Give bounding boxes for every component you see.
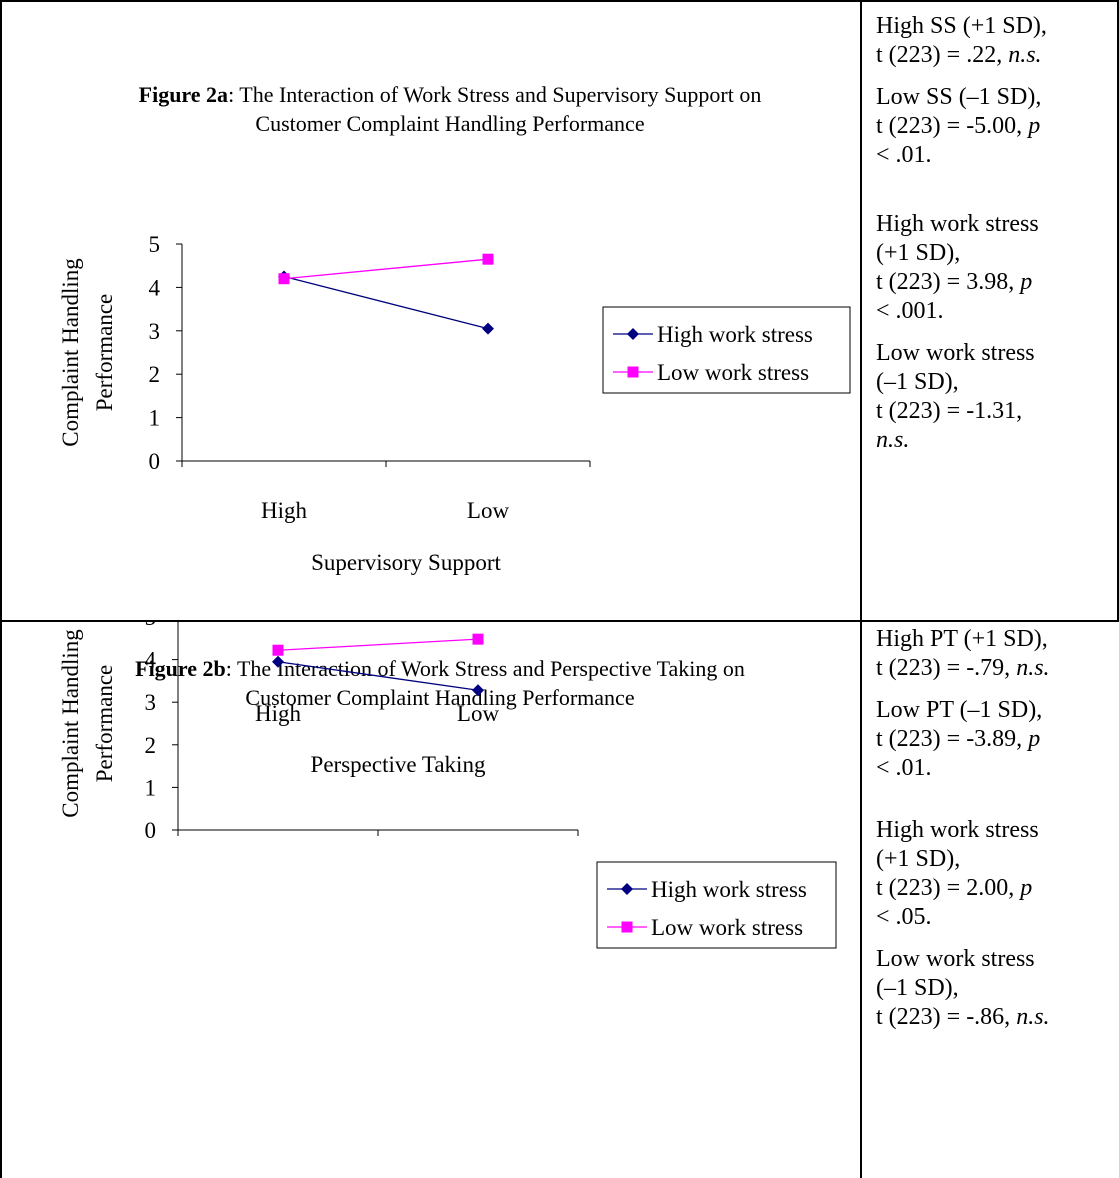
data-point <box>482 322 494 335</box>
y-axis-title-line1: Complaint Handling <box>58 258 83 447</box>
legend-box <box>596 861 837 949</box>
y-tick-label: 4 <box>149 275 161 300</box>
y-axis-title-line2: Performance <box>92 665 117 783</box>
series-line <box>277 638 479 651</box>
figure-2a-caption-text: : The Interaction of Work Stress and Sup… <box>228 82 762 136</box>
figure-2a-notes: High SS (+1 SD), t (223) = .22, n.s. Low … <box>876 12 1116 455</box>
figure-2b-notes: High PT (+1 SD), t (223) = -.79, n.s. Low… <box>876 625 1116 1032</box>
y-tick-label: 5 <box>145 622 157 630</box>
y-axis-title-line1: Complaint Handling <box>58 629 83 818</box>
x-axis-title: Perspective Taking <box>311 752 486 777</box>
legend-label: High work stress <box>651 877 807 902</box>
y-tick-label: 2 <box>145 733 157 758</box>
note-2a-high-ss: High SS (+1 SD), t (223) = .22, n.s. <box>876 13 1047 68</box>
table-column-divider <box>860 0 862 1178</box>
data-point <box>482 253 494 265</box>
legend-marker <box>621 883 633 895</box>
note-2b-high-work-stress: High work stress (+1 SD), t (223) = 2.00, … <box>876 817 1039 930</box>
figure-2b-caption-label: Figure 2b <box>135 656 226 681</box>
figure-2b-chart: 0 1 2 3 4 5 High Low Perspective Taking Complaint… <box>58 622 837 949</box>
x-tick-label: High <box>255 701 302 726</box>
figure-2a-caption-label: Figure 2a <box>138 82 229 107</box>
data-point <box>272 655 284 668</box>
y-tick-label: 2 <box>149 362 161 387</box>
series-line <box>283 275 489 330</box>
y-tick-label: 3 <box>149 319 161 344</box>
figure-2b-caption: Figure 2b: The Interaction of Work Stres… <box>90 654 790 712</box>
y-tick-label: 1 <box>145 775 157 800</box>
figure-2b-caption-text: : The Interaction of Work Stress and Per… <box>225 656 745 710</box>
legend-label: Low work stress <box>651 915 803 940</box>
data-point <box>272 644 284 656</box>
data-point <box>472 633 484 645</box>
legend-label: High work stress <box>657 322 813 347</box>
note-2b-low-pt: Low PT (–1 SD), t (223) = -3.89, p < .01. <box>876 697 1043 781</box>
y-tick-label: 4 <box>145 648 157 673</box>
note-2a-low-work-stress: Low work stress (–1 SD), t (223) = -1.31, n… <box>876 340 1035 453</box>
x-axis-title: Supervisory Support <box>311 550 501 575</box>
note-2a-low-ss: Low SS (–1 SD), t (223) = -5.00, p < .01. <box>876 84 1042 168</box>
y-tick-label: 1 <box>149 406 161 431</box>
x-tick-label: High <box>261 498 308 523</box>
x-tick-label: Low <box>457 701 500 726</box>
y-tick-label: 5 <box>149 232 161 257</box>
table-middle-border <box>0 620 1119 622</box>
y-tick-label: 3 <box>145 690 157 715</box>
y-tick-label: 0 <box>149 449 161 474</box>
legend-marker <box>627 366 639 378</box>
note-2b-low-work-stress: Low work stress (–1 SD), t (223) = -.86, n… <box>876 946 1050 1030</box>
legend-marker <box>627 328 639 340</box>
figure-2a-caption: Figure 2a: The Interaction of Work Stres… <box>120 80 780 138</box>
y-tick-label: 0 <box>145 818 157 843</box>
legend-label: Low work stress <box>657 360 809 385</box>
series-line <box>283 258 489 280</box>
note-2a-high-work-stress: High work stress (+1 SD), t (223) = 3.98, … <box>876 211 1039 324</box>
series-line <box>277 661 479 691</box>
data-point <box>278 273 290 285</box>
table-left-border <box>0 0 2 1178</box>
figure-2a-chart: 0 1 2 3 4 5 High Low Supervisory Support Complain… <box>58 232 851 575</box>
table-top-border <box>0 0 1119 2</box>
x-tick-label: Low <box>467 498 510 523</box>
note-2b-high-pt: High PT (+1 SD), t (223) = -.79, n.s. <box>876 626 1050 681</box>
legend-box <box>602 306 851 394</box>
y-axis-title-line2: Performance <box>92 294 117 412</box>
data-point <box>472 684 484 697</box>
legend-marker <box>621 921 633 933</box>
table-right-border <box>1117 0 1119 622</box>
